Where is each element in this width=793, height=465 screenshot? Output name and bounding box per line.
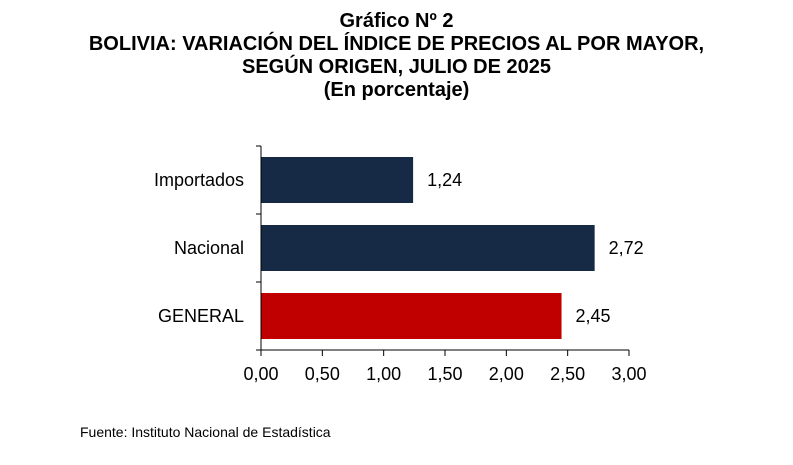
x-tick-label: 2,50	[550, 364, 585, 384]
x-tick-label: 0,50	[305, 364, 340, 384]
category-label: GENERAL	[158, 306, 244, 326]
chart-titles: Gráfico Nº 2 BOLIVIA: VARIACIÓN DEL ÍNDI…	[0, 10, 793, 102]
data-label: 2,72	[609, 238, 644, 258]
bar-nacional	[261, 225, 595, 271]
bar-general	[261, 293, 562, 339]
chart-subtitle: (En porcentaje)	[323, 79, 470, 101]
data-label: 2,45	[576, 306, 611, 326]
source-note: Fuente: Instituto Nacional de Estadístic…	[80, 424, 331, 440]
x-tick-label: 2,00	[489, 364, 524, 384]
bar-importados	[261, 157, 414, 203]
data-label: 1,24	[427, 170, 462, 190]
chart-number: Gráfico Nº 2	[339, 10, 454, 32]
x-tick-label: 3,00	[611, 364, 646, 384]
x-tick-label: 0,00	[243, 364, 278, 384]
x-tick-label: 1,50	[427, 364, 462, 384]
chart-title-line-2: SEGÚN ORIGEN, JULIO DE 2025	[242, 56, 551, 78]
x-tick-label: 1,00	[366, 364, 401, 384]
category-label: Importados	[154, 170, 244, 190]
chart-title-line-1: BOLIVIA: VARIACIÓN DEL ÍNDICE DE PRECIOS…	[88, 33, 705, 55]
category-label: Nacional	[174, 238, 244, 258]
